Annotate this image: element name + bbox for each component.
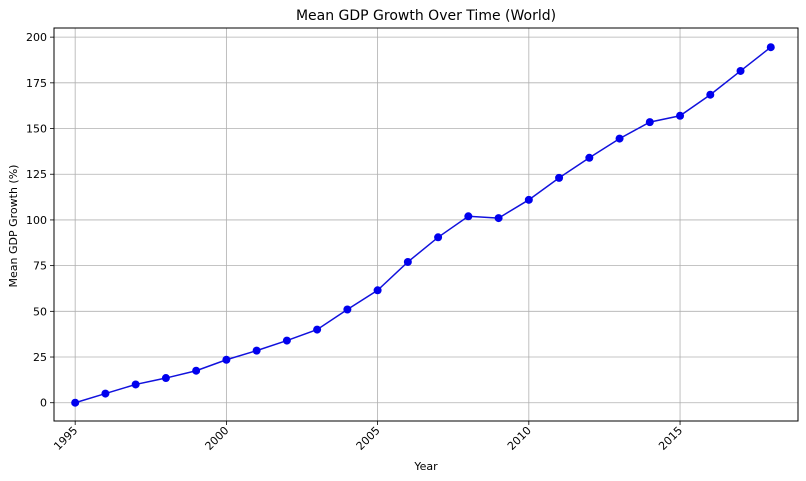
data-point [161,374,170,383]
data-point [736,66,745,75]
series-layer [71,43,775,407]
data-point [555,173,564,182]
y-tick-label: 0 [40,397,47,410]
x-axis-ticks: 1995 2000 2005 2010 2015 [51,421,685,453]
data-point [252,346,261,355]
y-tick-label: 50 [33,305,47,318]
data-point [403,257,412,266]
series-line [74,46,772,404]
y-tick-label: 100 [26,214,47,227]
x-tick-label: 2005 [354,424,383,453]
data-point [464,212,473,221]
grid-lines [54,28,798,421]
x-tick-label: 2010 [505,424,534,453]
x-tick-label: 2000 [203,424,232,453]
data-point [373,286,382,295]
data-point [585,153,594,162]
data-point [434,233,443,242]
x-tick-label: 2015 [656,424,685,453]
x-axis-label: Year [413,460,438,473]
y-tick-label: 200 [26,31,47,44]
y-tick-label: 125 [26,168,47,181]
data-point [192,366,201,375]
data-point [71,398,80,407]
data-point [645,118,654,127]
data-point [101,389,110,398]
chart-title: Mean GDP Growth Over Time (World) [296,8,556,24]
data-point [706,90,715,99]
y-tick-label: 75 [33,260,47,273]
y-tick-label: 25 [33,351,47,364]
data-point [282,336,291,345]
data-point [222,355,231,364]
data-point [615,134,624,143]
data-point [343,305,352,314]
data-point [676,111,685,120]
x-tick-label: 1995 [51,424,80,453]
y-axis-label: Mean GDP Growth (%) [7,165,20,288]
data-point [313,325,322,334]
data-point [524,195,533,204]
y-tick-label: 150 [26,123,47,136]
y-tick-label: 175 [26,77,47,90]
plot-area-frame [53,27,799,422]
data-point [766,43,775,52]
y-axis-ticks: 0 25 50 75 100 125 150 175 200 [26,31,54,410]
data-point [131,380,140,389]
data-point [494,214,503,223]
